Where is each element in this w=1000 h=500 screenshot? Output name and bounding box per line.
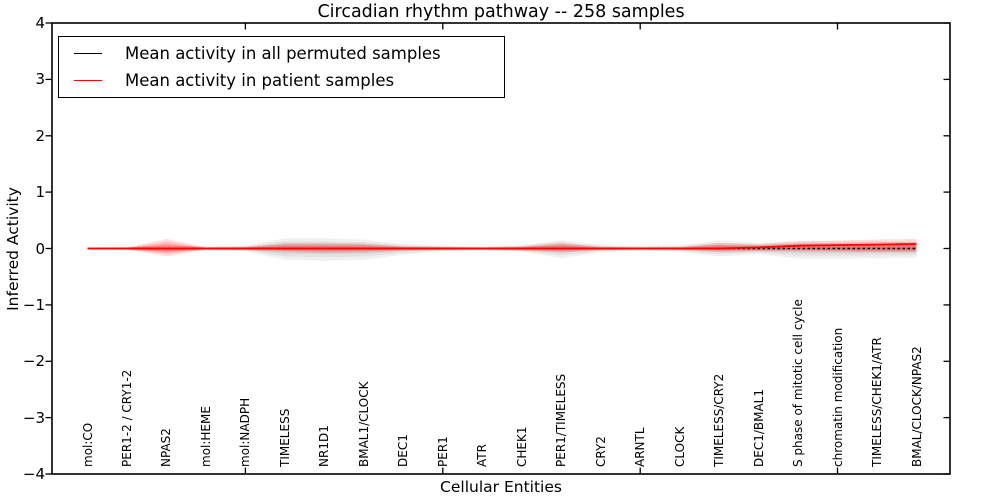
y-tick-label: 2 — [35, 126, 45, 145]
y-tick-label: 4 — [35, 14, 45, 32]
x-entity-label: DEC1 — [396, 434, 411, 467]
x-entity-label: BMAL/CLOCK/NPAS2 — [909, 346, 924, 467]
x-entity-label: PER1/TIMELESS — [554, 373, 569, 467]
patient-mean-line — [87, 243, 917, 250]
legend: Mean activity in all permuted samples Me… — [58, 36, 505, 98]
y-tick-label: −4 — [22, 465, 45, 483]
y-tick-label: 3 — [35, 70, 45, 89]
y-tick-label: 1 — [35, 183, 45, 202]
x-entity-label: TIMELESS/CRY2 — [712, 373, 727, 467]
x-entity-label: mol:NADPH — [238, 397, 253, 467]
legend-item-permuted: Mean activity in all permuted samples — [59, 41, 504, 67]
x-entity-label: chromatin modification — [830, 327, 845, 467]
y-tick-label: 0 — [35, 239, 45, 258]
x-entity-label: CHEK1 — [514, 426, 529, 468]
legend-line-patient-icon — [74, 80, 102, 81]
y-tick-label: −1 — [22, 295, 45, 314]
x-entity-label: NR1D1 — [317, 425, 332, 467]
x-entity-label: CLOCK — [672, 426, 687, 467]
x-entity-label: NPAS2 — [159, 428, 174, 467]
x-entity-label: CRY2 — [593, 436, 608, 467]
y-tick-label: −2 — [22, 352, 45, 371]
legend-label-permuted: Mean activity in all permuted samples — [125, 44, 441, 63]
x-entity-label: TIMELESS — [277, 408, 292, 467]
x-entity-label: PER1-2 / CRY1-2 — [119, 369, 134, 467]
x-entity-label: mol:HEME — [198, 406, 213, 467]
x-entity-label: BMAL1/CLOCK — [356, 381, 371, 468]
x-axis-label: Cellular Entities — [440, 478, 562, 496]
x-entity-label: mol:CO — [80, 422, 95, 467]
x-entity-label: ATR — [475, 444, 490, 467]
x-entity-label: S phase of mitotic cell cycle — [791, 299, 806, 467]
y-tick-label: −3 — [22, 408, 45, 427]
x-entity-label: TIMELESS/CHEK1/ATR — [870, 337, 885, 467]
legend-line-permuted-icon — [74, 53, 102, 54]
x-entity-label: PER1 — [435, 436, 450, 467]
permuted-band — [87, 238, 917, 261]
x-entity-label: ARNTL — [633, 427, 648, 467]
legend-item-patient: Mean activity in patient samples — [59, 68, 504, 94]
legend-label-patient: Mean activity in patient samples — [125, 71, 395, 90]
x-entity-label: DEC1/BMAL1 — [751, 389, 766, 467]
chart-title: Circadian rhythm pathway -- 258 samples — [317, 2, 685, 22]
